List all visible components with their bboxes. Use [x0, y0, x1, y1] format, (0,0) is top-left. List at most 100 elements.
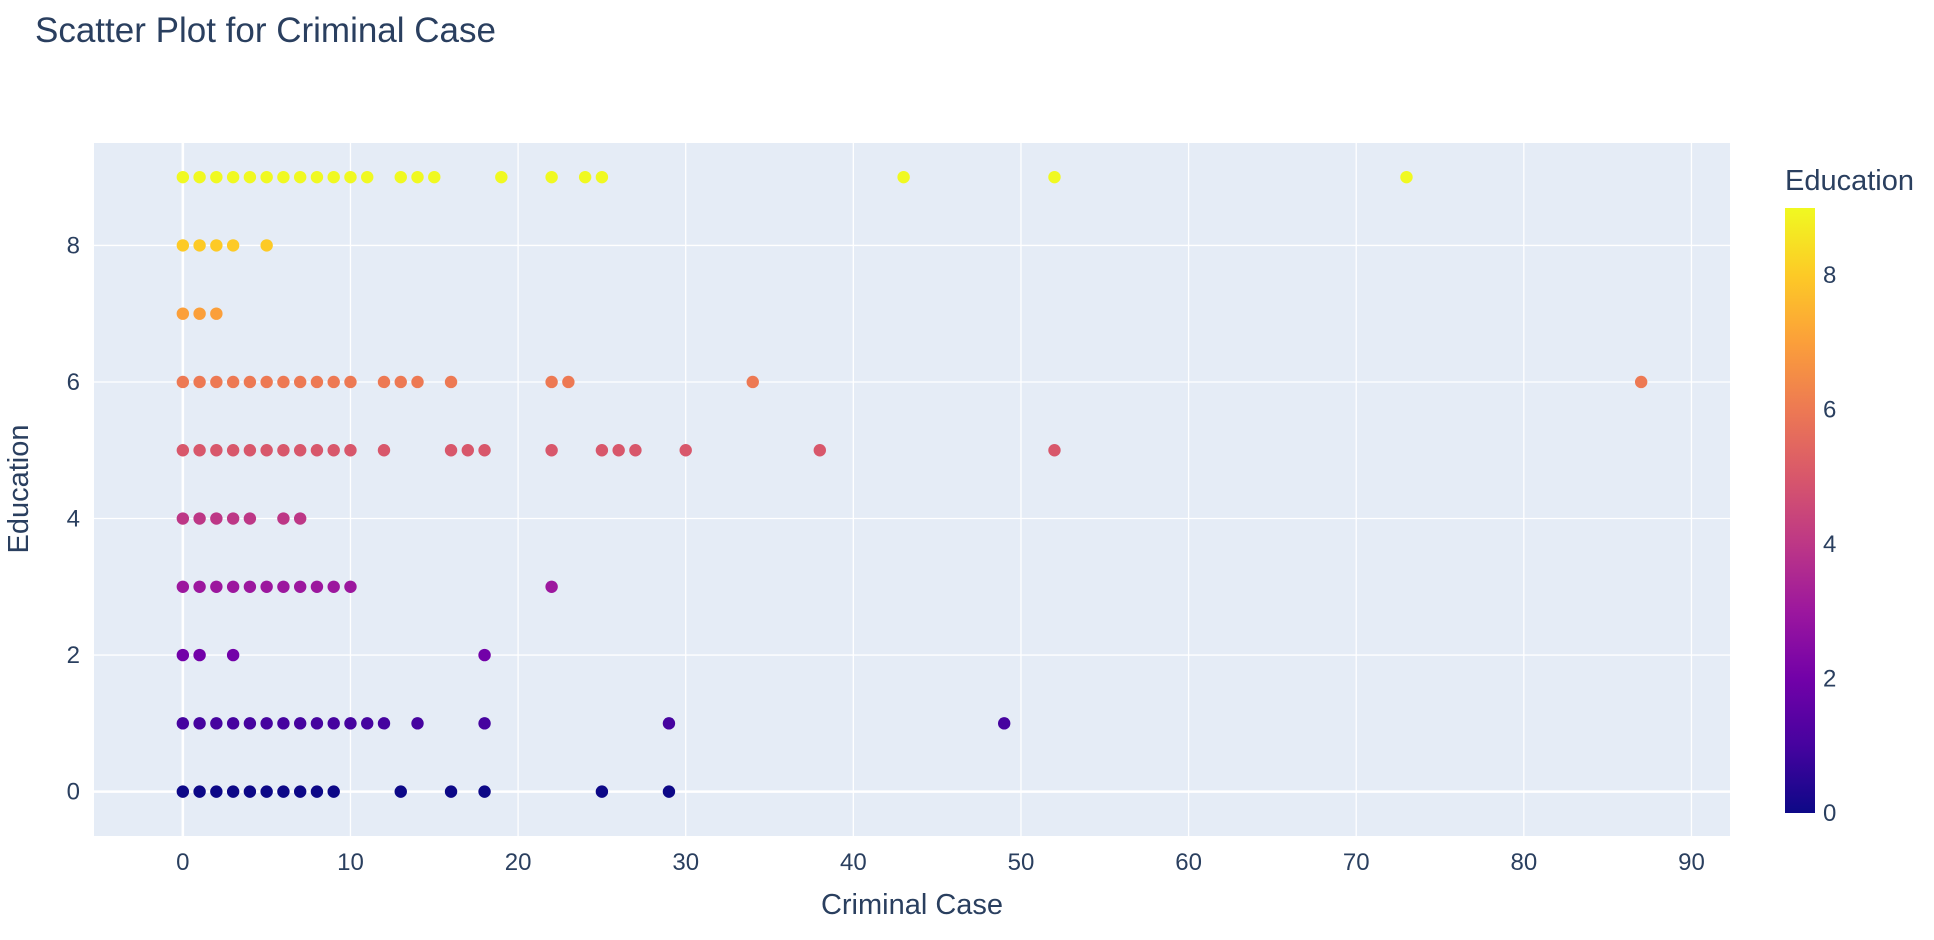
scatter-point[interactable] — [310, 375, 324, 389]
scatter-point[interactable] — [210, 580, 223, 593]
scatter-point[interactable] — [260, 444, 273, 457]
scatter-point[interactable] — [277, 375, 290, 389]
scatter-point[interactable] — [243, 375, 257, 389]
scatter-point[interactable] — [444, 375, 458, 389]
scatter-point[interactable] — [277, 717, 290, 730]
scatter-point[interactable] — [210, 170, 223, 184]
scatter-point[interactable] — [344, 717, 357, 730]
scatter-point[interactable] — [562, 375, 575, 389]
scatter-point[interactable] — [344, 170, 357, 184]
scatter-point[interactable] — [176, 512, 190, 525]
scatter-point[interactable] — [210, 444, 223, 457]
scatter-point[interactable] — [243, 170, 257, 184]
scatter-point[interactable] — [662, 785, 676, 798]
scatter-point[interactable] — [226, 375, 240, 389]
scatter-point[interactable] — [545, 375, 558, 389]
scatter-point[interactable] — [997, 717, 1011, 730]
scatter-point[interactable] — [377, 717, 391, 730]
scatter-point[interactable] — [327, 375, 340, 389]
scatter-point[interactable] — [662, 717, 676, 730]
scatter-point[interactable] — [595, 444, 609, 457]
scatter-point[interactable] — [578, 170, 592, 184]
scatter-point[interactable] — [327, 444, 340, 457]
scatter-point[interactable] — [243, 717, 257, 730]
scatter-point[interactable] — [344, 375, 357, 389]
scatter-point[interactable] — [327, 785, 340, 798]
scatter-point[interactable] — [897, 170, 910, 184]
data-points[interactable] — [176, 170, 1648, 798]
scatter-point[interactable] — [193, 648, 206, 662]
scatter-point[interactable] — [293, 580, 307, 593]
scatter-point[interactable] — [193, 375, 206, 389]
scatter-point[interactable] — [210, 785, 223, 798]
scatter-point[interactable] — [226, 717, 240, 730]
scatter-point[interactable] — [260, 785, 273, 798]
scatter-point[interactable] — [344, 580, 357, 593]
scatter-point[interactable] — [226, 444, 240, 457]
scatter-point[interactable] — [226, 785, 240, 798]
scatter-point[interactable] — [428, 170, 441, 184]
scatter-point[interactable] — [243, 580, 257, 593]
scatter-point[interactable] — [176, 170, 190, 184]
scatter-point[interactable] — [226, 648, 240, 662]
scatter-point[interactable] — [293, 512, 307, 525]
scatter-point[interactable] — [461, 444, 474, 457]
scatter-point[interactable] — [277, 512, 290, 525]
scatter-point[interactable] — [327, 717, 340, 730]
scatter-point[interactable] — [629, 444, 642, 457]
scatter-point[interactable] — [310, 170, 324, 184]
scatter-point[interactable] — [210, 239, 223, 252]
scatter-point[interactable] — [210, 307, 223, 320]
scatter-point[interactable] — [193, 717, 206, 730]
scatter-point[interactable] — [176, 580, 190, 593]
scatter-point[interactable] — [226, 239, 240, 252]
scatter-point[interactable] — [310, 717, 324, 730]
scatter-point[interactable] — [377, 375, 391, 389]
scatter-point[interactable] — [260, 170, 273, 184]
scatter-point[interactable] — [210, 717, 223, 730]
scatter-point[interactable] — [277, 580, 290, 593]
scatter-point[interactable] — [1400, 170, 1413, 184]
scatter-point[interactable] — [1048, 444, 1061, 457]
scatter-point[interactable] — [260, 375, 273, 389]
scatter-point[interactable] — [595, 785, 609, 798]
scatter-point[interactable] — [260, 580, 273, 593]
scatter-point[interactable] — [545, 580, 558, 593]
scatter-point[interactable] — [293, 444, 307, 457]
scatter-point[interactable] — [478, 444, 491, 457]
scatter-point[interactable] — [226, 512, 240, 525]
scatter-point[interactable] — [226, 170, 240, 184]
scatter-point[interactable] — [361, 170, 374, 184]
scatter-point[interactable] — [176, 307, 190, 320]
scatter-point[interactable] — [210, 512, 223, 525]
scatter-point[interactable] — [226, 580, 240, 593]
scatter-point[interactable] — [193, 307, 206, 320]
scatter-point[interactable] — [176, 648, 190, 662]
scatter-point[interactable] — [176, 717, 190, 730]
scatter-point[interactable] — [377, 444, 391, 457]
scatter-point[interactable] — [444, 444, 458, 457]
scatter-point[interactable] — [310, 580, 324, 593]
scatter-point[interactable] — [411, 375, 424, 389]
scatter-point[interactable] — [210, 375, 223, 389]
scatter-point[interactable] — [293, 785, 307, 798]
scatter-point[interactable] — [193, 170, 206, 184]
scatter-point[interactable] — [444, 785, 458, 798]
scatter-point[interactable] — [344, 444, 357, 457]
scatter-point[interactable] — [193, 444, 206, 457]
scatter-point[interactable] — [394, 375, 407, 389]
scatter-point[interactable] — [746, 375, 759, 389]
scatter-point[interactable] — [545, 170, 558, 184]
scatter-point[interactable] — [277, 785, 290, 798]
scatter-point[interactable] — [478, 648, 491, 662]
scatter-point[interactable] — [545, 444, 558, 457]
scatter-point[interactable] — [293, 170, 307, 184]
scatter-point[interactable] — [310, 785, 324, 798]
scatter-point[interactable] — [243, 512, 257, 525]
scatter-point[interactable] — [176, 785, 190, 798]
scatter-point[interactable] — [260, 239, 273, 252]
scatter-point[interactable] — [193, 239, 206, 252]
scatter-point[interactable] — [411, 717, 424, 730]
scatter-point[interactable] — [176, 444, 190, 457]
scatter-point[interactable] — [1634, 375, 1648, 389]
